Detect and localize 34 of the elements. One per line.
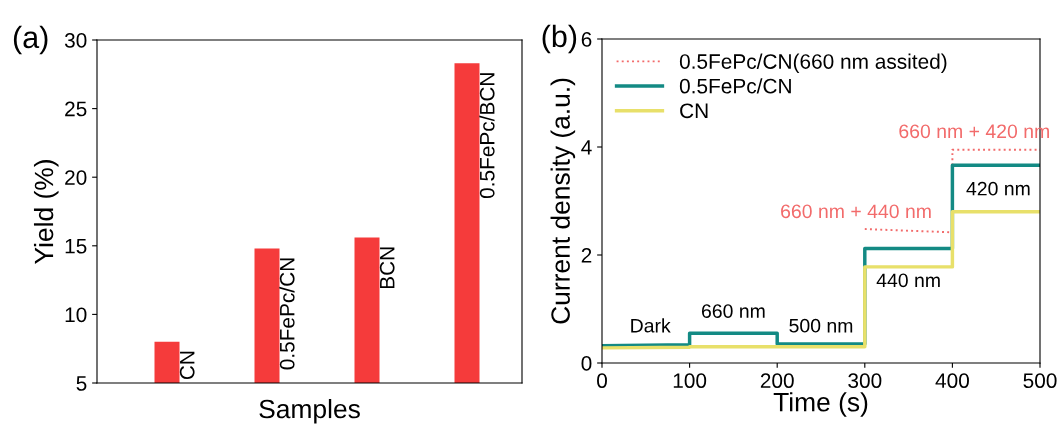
chart-title: (b) [542, 24, 577, 54]
y-axis-title: Current density (a.u.) [550, 78, 576, 324]
x-tick-label: 200 [760, 373, 794, 389]
y-axis-title: Yield (%) [33, 160, 59, 264]
y-tick-label: 6 [581, 32, 592, 47]
x-tick-label: 400 [935, 373, 969, 389]
x-tick-label: 0.5FePc/CN [279, 258, 295, 370]
annotation: 500 nm [789, 318, 853, 333]
y-tick-label: 20 [65, 170, 87, 185]
x-axis-title: Samples [259, 398, 360, 424]
x-tick-label: CN [179, 351, 195, 380]
legend-label: 0.5FePc/CN [679, 78, 791, 94]
annotation: Dark [631, 318, 671, 333]
x-tick-label: 300 [848, 373, 882, 389]
x-tick-label: BCN [379, 247, 395, 289]
annotation: 440 nm [876, 273, 940, 288]
annotation: 420 nm [966, 181, 1030, 196]
y-tick-label: 2 [581, 248, 592, 263]
y-tick-label: 10 [65, 307, 87, 323]
annotation: 660 nm + 440 nm [781, 204, 931, 219]
x-tick-label: 0.5FePc/BCN [479, 73, 495, 199]
x-tick-label: 500 [1023, 373, 1057, 389]
y-tick-label: 4 [581, 140, 592, 155]
legend-label: 0.5FePc/CN(660 nm assited) [679, 53, 947, 73]
x-tick-label: 100 [673, 373, 707, 389]
y-tick-label: 30 [64, 33, 87, 48]
x-axis-title: Time (s) [773, 392, 868, 417]
chart-title: (a) [13, 25, 48, 55]
annotation: 660 nm [701, 304, 765, 318]
y-tick-label: 15 [65, 239, 87, 254]
y-tick-label: 5 [76, 376, 87, 391]
y-tick-label: 25 [65, 101, 87, 117]
legend-label: CN [680, 103, 708, 119]
x-tick-label: 0 [597, 373, 607, 389]
